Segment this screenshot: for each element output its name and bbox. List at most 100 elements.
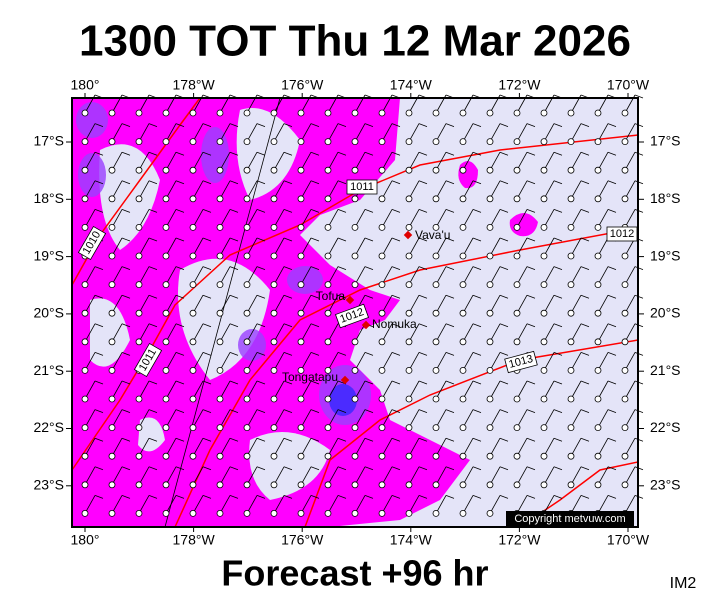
barb-flag (310, 323, 320, 328)
barb-flag (202, 294, 212, 299)
barb-station (351, 366, 359, 374)
barb-staff (219, 380, 231, 400)
barb-flag (256, 409, 266, 413)
barb-station (513, 481, 521, 489)
lon-tick-label: 174°W (390, 77, 433, 93)
barb-staff (327, 209, 339, 228)
barb-station (594, 223, 602, 231)
barb-station (621, 395, 629, 403)
barb-station (351, 223, 359, 231)
barb-station (189, 395, 197, 403)
barb-flag (526, 209, 536, 213)
barb-staff (84, 209, 96, 228)
barb-flag (418, 495, 428, 499)
barb-flag (229, 466, 239, 471)
barb-flag (607, 466, 617, 471)
barb-flag (607, 209, 617, 213)
barb-staff (192, 323, 204, 342)
barb-station (459, 309, 467, 317)
barb-flag (229, 323, 239, 328)
barb-staff (624, 352, 636, 371)
barb-station (243, 481, 251, 489)
barb-flag (283, 237, 293, 242)
barb-station (351, 166, 359, 174)
barb-staff (597, 352, 609, 371)
barb-flag (607, 151, 617, 156)
barb-staff (300, 323, 312, 342)
barb-staff (462, 438, 474, 457)
barb-staff (273, 380, 285, 400)
barb-staff (381, 209, 393, 228)
barb-flag (256, 437, 266, 442)
barb-staff (192, 237, 204, 257)
barb-flag (553, 380, 563, 385)
barb-staff (516, 152, 528, 171)
barb-staff (597, 237, 609, 257)
barb-staff (624, 123, 636, 142)
barb-station (243, 109, 251, 117)
barb-station (135, 452, 143, 460)
barb-station (486, 138, 494, 146)
place-marker (345, 295, 355, 305)
barb-station (297, 338, 305, 346)
barb-flag (499, 151, 509, 156)
barb-station (405, 252, 413, 260)
barb-staff (300, 180, 312, 199)
barb-station (297, 195, 305, 203)
barb-station (216, 452, 224, 460)
barb-flag (121, 323, 131, 328)
barb-station (270, 309, 278, 317)
barb-staff (111, 409, 123, 428)
barb-flag (229, 209, 239, 213)
barb-flag (256, 180, 266, 185)
barb-flag (364, 466, 374, 471)
barb-staff (462, 152, 474, 171)
barb-station (135, 138, 143, 146)
barb-flag (148, 466, 158, 471)
barb-staff (165, 466, 177, 485)
barb-flag (391, 352, 401, 356)
copyright-box (506, 511, 634, 526)
barb-flag (607, 180, 617, 185)
barb-flag (202, 437, 212, 442)
barb-flag (526, 237, 536, 242)
lat-tick-label: 18°S (650, 190, 681, 206)
barb-staff (570, 352, 582, 371)
barb-flag (94, 266, 104, 270)
barb-flag (418, 380, 428, 385)
barb-flag (499, 495, 509, 499)
barb-flag (607, 409, 617, 413)
barb-staff (219, 495, 231, 514)
barb-flag (148, 409, 158, 413)
barb-flag (121, 294, 131, 299)
barb-staff (624, 209, 636, 228)
place-label: Tongatapu (282, 370, 338, 384)
barb-flag (337, 151, 347, 156)
barb-station (540, 452, 548, 460)
lat-tick-label: 23°S (650, 477, 681, 493)
barb-staff (543, 295, 555, 314)
barb-staff (435, 266, 447, 285)
barb-flag (310, 409, 320, 413)
barb-flag (499, 409, 509, 413)
barb-staff (489, 352, 501, 371)
barb-flag (310, 495, 320, 499)
barb-staff (516, 123, 528, 142)
barb-staff (300, 237, 312, 257)
barb-station (189, 481, 197, 489)
barb-flag (607, 323, 617, 328)
barb-station (378, 281, 386, 289)
barb-station (243, 223, 251, 231)
barb-station (513, 195, 521, 203)
barb-staff (597, 123, 609, 142)
barb-flag (121, 495, 131, 499)
barb-flag (229, 123, 239, 127)
barb-staff (597, 180, 609, 199)
barb-flag (148, 123, 158, 127)
barb-station (297, 510, 305, 517)
barb-flag (418, 352, 428, 356)
clear-areas (90, 108, 330, 500)
barb-station (324, 166, 332, 174)
barb-flag (445, 352, 455, 356)
barb-station (324, 138, 332, 146)
